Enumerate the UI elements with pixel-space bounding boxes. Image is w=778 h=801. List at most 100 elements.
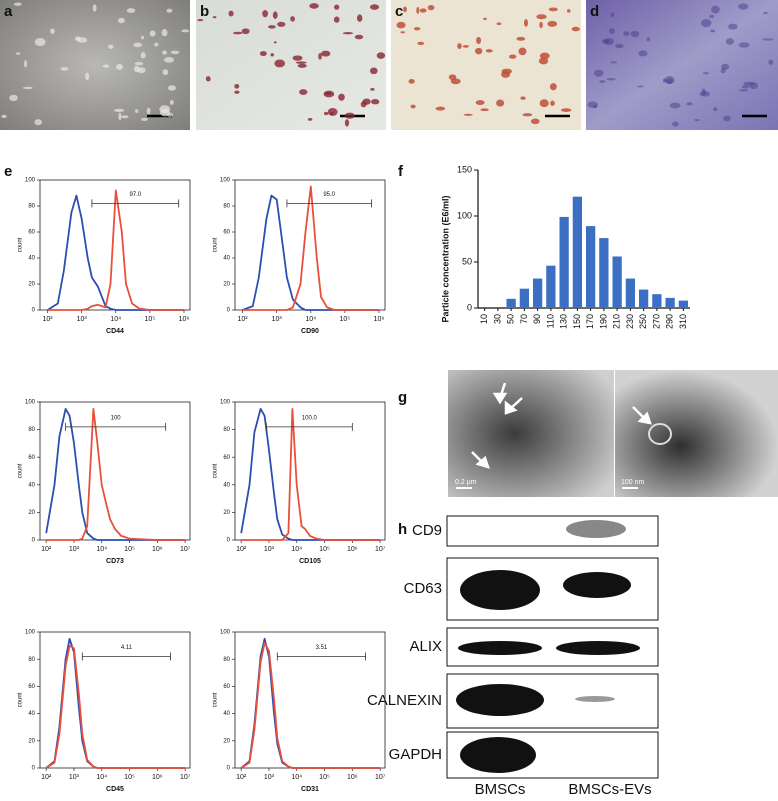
y-tick-label: 100 bbox=[25, 400, 36, 406]
arrow-head bbox=[492, 392, 508, 405]
cell bbox=[610, 12, 615, 18]
cell bbox=[161, 29, 168, 37]
x-tick-label: 10⁵ bbox=[319, 546, 330, 553]
cell bbox=[630, 30, 640, 38]
arrow-head bbox=[637, 411, 652, 425]
cell bbox=[435, 106, 446, 111]
cell bbox=[485, 49, 493, 53]
cell bbox=[571, 26, 580, 32]
cell bbox=[623, 31, 630, 36]
cell bbox=[356, 14, 363, 22]
bar bbox=[599, 238, 609, 308]
gate-label: 100 bbox=[111, 415, 122, 421]
cell bbox=[297, 63, 307, 68]
y-axis-label: count bbox=[213, 692, 219, 707]
cell bbox=[599, 80, 606, 83]
y-tick-label: 60 bbox=[28, 230, 35, 236]
x-tick-label: 190 bbox=[598, 314, 608, 329]
vesicle bbox=[648, 423, 672, 445]
histogram-line bbox=[47, 194, 184, 311]
micrograph bbox=[0, 0, 190, 130]
cell bbox=[606, 77, 616, 81]
cell bbox=[170, 50, 180, 55]
x-tick-label: 10⁴ bbox=[291, 774, 302, 781]
cell bbox=[710, 29, 716, 33]
y-axis-label: count bbox=[18, 692, 24, 707]
cell bbox=[709, 14, 714, 19]
cell bbox=[601, 39, 610, 44]
cell bbox=[518, 47, 527, 56]
y-tick-label: 0 bbox=[467, 302, 472, 312]
cell bbox=[16, 52, 21, 55]
cell bbox=[371, 99, 380, 105]
cell bbox=[290, 16, 295, 22]
x-tick-label: 10⁴ bbox=[96, 774, 107, 781]
y-tick-label: 80 bbox=[28, 657, 35, 663]
cell bbox=[396, 21, 406, 29]
cell bbox=[400, 31, 406, 34]
x-tick-label: 10⁴ bbox=[96, 546, 107, 553]
cell bbox=[638, 50, 648, 57]
cell bbox=[417, 41, 425, 46]
x-tick-label: 10⁶ bbox=[179, 316, 190, 323]
cell bbox=[550, 100, 555, 106]
cell bbox=[763, 11, 768, 14]
cell bbox=[149, 30, 156, 37]
cell bbox=[137, 67, 146, 74]
cell bbox=[342, 32, 354, 35]
cell bbox=[672, 121, 679, 127]
histogram-line bbox=[46, 408, 186, 541]
band bbox=[456, 684, 544, 716]
cell bbox=[403, 6, 407, 13]
arrow-head bbox=[475, 455, 490, 469]
cell bbox=[547, 20, 558, 27]
cell bbox=[205, 76, 211, 82]
bar bbox=[572, 196, 583, 308]
cell bbox=[327, 107, 338, 116]
cell bbox=[566, 9, 571, 13]
y-tick-label: 40 bbox=[223, 482, 230, 488]
cell bbox=[262, 10, 268, 18]
blot-frame bbox=[446, 515, 659, 547]
cell bbox=[50, 28, 55, 34]
x-tick-label: 10² bbox=[236, 774, 247, 781]
cell bbox=[408, 79, 415, 84]
y-tick-label: 40 bbox=[28, 482, 35, 488]
x-tick-label: 50 bbox=[506, 314, 516, 324]
bar bbox=[638, 289, 649, 308]
cell bbox=[126, 8, 136, 13]
cell bbox=[140, 117, 148, 121]
cell bbox=[295, 61, 307, 64]
cell bbox=[370, 88, 375, 91]
cell bbox=[299, 89, 308, 95]
cell bbox=[548, 7, 558, 12]
y-tick-label: 60 bbox=[28, 455, 35, 461]
blot-column-label: BMSCs-EVs bbox=[568, 781, 651, 798]
bar bbox=[625, 278, 636, 308]
cell bbox=[268, 25, 276, 29]
x-tick-label: 130 bbox=[559, 314, 569, 329]
cell bbox=[134, 109, 139, 113]
x-tick-label: 230 bbox=[625, 314, 635, 329]
cell bbox=[321, 50, 331, 57]
arrow-head bbox=[504, 400, 518, 415]
x-tick-label: 10⁷ bbox=[180, 774, 191, 781]
micrograph bbox=[196, 0, 386, 130]
cell bbox=[536, 14, 547, 20]
band bbox=[575, 696, 615, 702]
cell bbox=[74, 36, 81, 41]
x-axis-label: CD44 bbox=[106, 328, 124, 335]
cell bbox=[427, 4, 435, 11]
x-axis-label: CD105 bbox=[299, 558, 321, 565]
cell bbox=[594, 69, 604, 77]
cell bbox=[615, 43, 624, 49]
y-tick-label: 60 bbox=[223, 455, 230, 461]
cell bbox=[107, 44, 114, 49]
cell bbox=[292, 55, 303, 61]
bar bbox=[559, 216, 569, 308]
cell bbox=[501, 71, 511, 78]
cell bbox=[92, 4, 97, 12]
histogram-line bbox=[242, 194, 379, 311]
cell bbox=[768, 59, 774, 65]
cell bbox=[749, 82, 758, 90]
